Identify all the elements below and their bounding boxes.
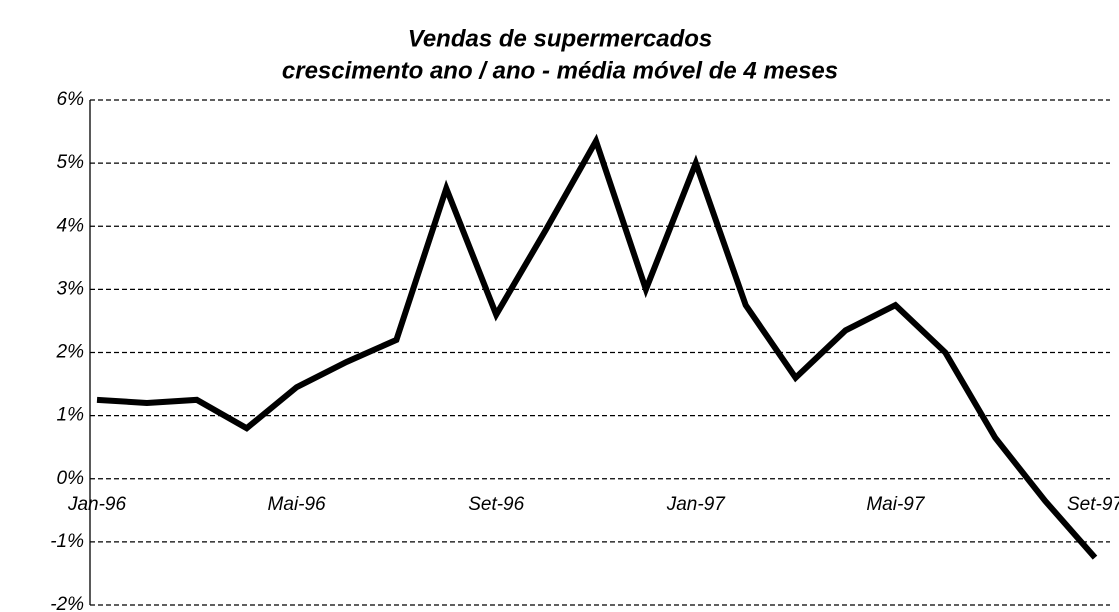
chart-title: Vendas de supermercados [408,25,713,52]
y-tick-label: 5% [57,152,85,173]
x-tick-label: Set-96 [468,494,524,515]
y-tick-label: -2% [50,594,84,612]
y-tick-label: 2% [56,342,85,363]
y-tick-label: 1% [57,405,85,426]
y-tick-label: 0% [57,468,85,489]
x-tick-label: Set-97 [1067,494,1119,515]
data-line [96,133,1098,560]
chart-subtitle: crescimento ano / ano - média móvel de 4… [282,57,838,84]
x-tick-label: Mai-96 [268,494,327,515]
y-tick-label: -1% [50,531,84,552]
x-tick-label: Jan-96 [67,494,127,515]
y-tick-label: 3% [57,278,85,299]
x-tick-label: Jan-97 [666,494,727,515]
x-tick-label: Mai-97 [866,494,926,515]
y-tick-label: 4% [57,215,85,236]
y-tick-label: 6% [57,89,85,110]
